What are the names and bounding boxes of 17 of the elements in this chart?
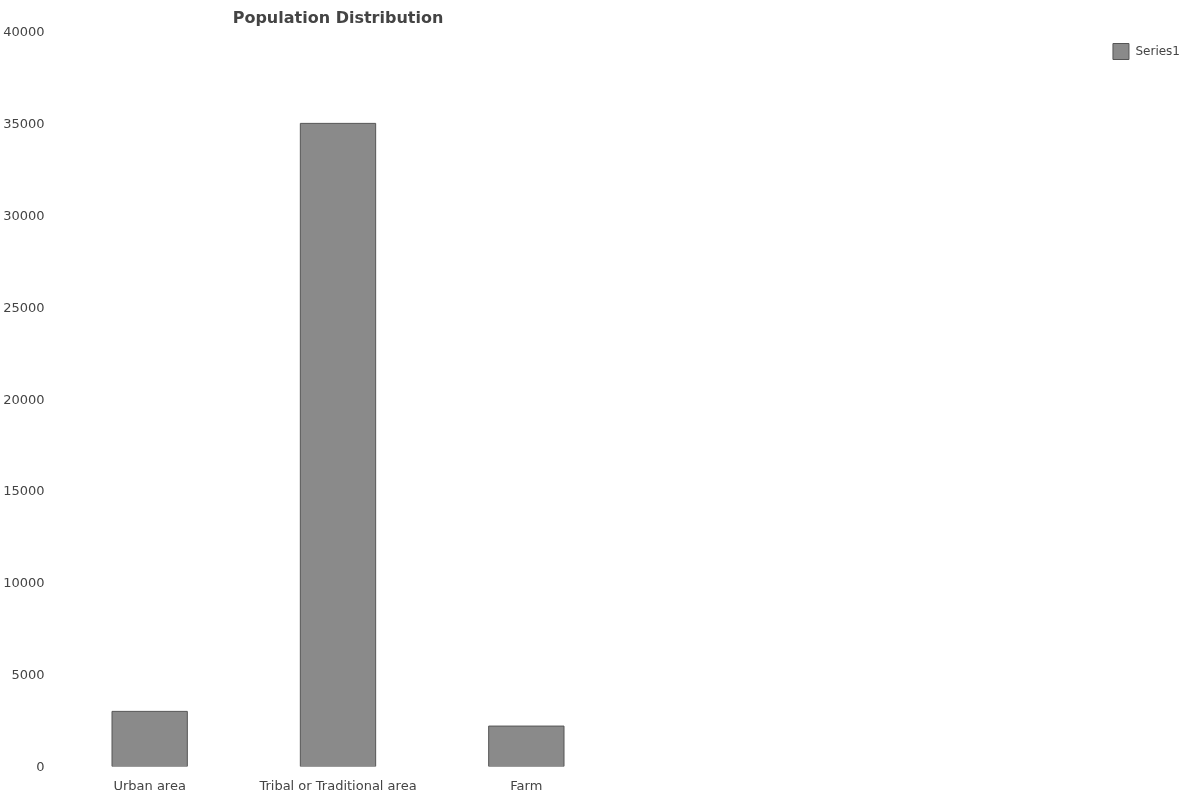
y-tick-label: 35000 — [3, 115, 45, 131]
x-tick-label: Urban area — [113, 777, 186, 793]
y-tick-label: 40000 — [3, 24, 45, 39]
y-tick-label: 10000 — [3, 575, 45, 591]
y-tick-label: 0 — [36, 759, 45, 774]
y-tick-label: 5000 — [11, 667, 45, 683]
chart-title: Population Distribution — [232, 7, 444, 27]
x-tick-label: Farm — [510, 777, 543, 793]
y-tick-label: 15000 — [3, 483, 45, 499]
x-tick-label: Tribal or Traditional area — [258, 777, 417, 793]
bar — [488, 725, 565, 767]
bar — [111, 710, 188, 767]
bar — [299, 122, 377, 767]
y-tick-label: 25000 — [3, 299, 45, 315]
y-tick-label: 30000 — [3, 207, 45, 223]
legend-label: Series1 — [1135, 44, 1180, 58]
y-tick-label: 20000 — [3, 391, 45, 407]
